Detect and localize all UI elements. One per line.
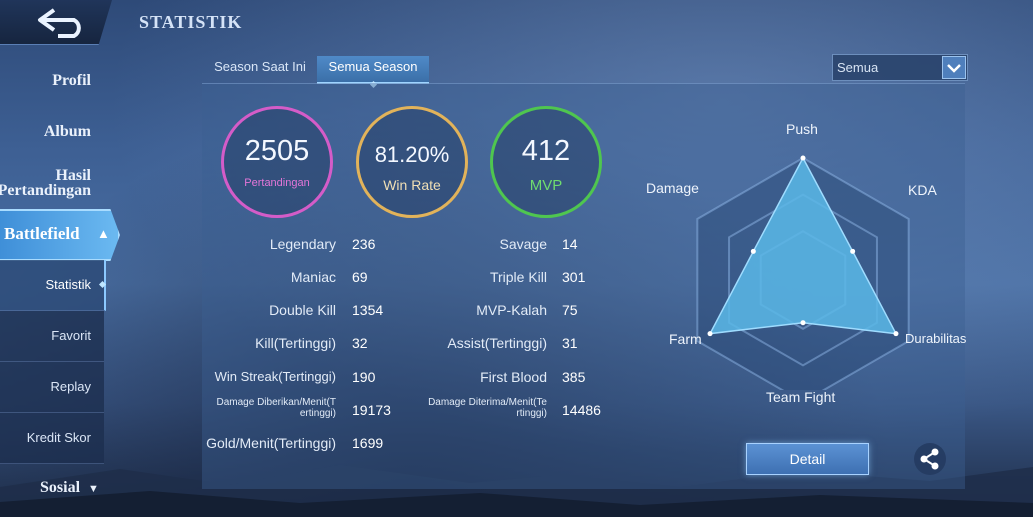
stat-label-win-streak: Win Streak(Tertinggi) (214, 369, 336, 384)
stat-value-maniac: 69 (352, 269, 368, 285)
stat-label-first-blood: First Blood (480, 369, 547, 385)
stat-label-double-kill: Double Kill (269, 302, 336, 318)
stat-label-kill-tertinggi: Kill(Tertinggi) (255, 335, 336, 351)
radar-label-push: Push (786, 121, 818, 137)
stat-label-triple-kill: Triple Kill (489, 269, 547, 285)
radar-point-team-fight (800, 320, 806, 326)
stat-label-line1: Damage Diberikan/Menit(T (216, 397, 337, 408)
stat-label-maniac: Maniac (290, 269, 336, 285)
win-rate-label: Win Rate (383, 177, 441, 193)
sidebar-item-album[interactable]: Album (43, 123, 91, 140)
sidebar-subitem-label: Favorit (51, 328, 91, 343)
sidebar-item-sosial[interactable]: Sosial ▼ (40, 479, 99, 497)
share-icon (920, 448, 939, 470)
chevron-down-icon: ▼ (88, 483, 99, 495)
radar-point-damage (750, 248, 756, 254)
sidebar-item-label-line1: Hasil (55, 167, 91, 184)
stat-value-win-streak: 190 (352, 369, 376, 385)
stat-value-damage-diterima: 14486 (562, 402, 601, 418)
stat-label-mvp-kalah: MVP-Kalah (476, 302, 547, 318)
win-rate-value: 81.20% (374, 142, 450, 167)
active-marker-icon (98, 280, 107, 289)
stat-label-line2: ertinggi) (299, 408, 336, 419)
sidebar-item-hasil-pertandingan[interactable]: Hasil Pertandingan (0, 167, 91, 199)
radar-label-damage: Damage (646, 180, 699, 196)
stat-value-kill-tertinggi: 32 (352, 335, 368, 351)
sidebar-subitem-label: Statistik (45, 277, 91, 292)
tab-label: Semua Season (328, 59, 418, 74)
background-mountains (0, 465, 1033, 517)
radar-label-kda: KDA (908, 182, 937, 198)
radar-label-durabilitas: Durabilitas (905, 331, 967, 346)
mvp-value: 412 (521, 135, 571, 167)
stat-value-mvp-kalah: 75 (562, 302, 578, 318)
matches-ring: 2505 Pertandingan (221, 106, 333, 218)
mvp-ring: 412 MVP (490, 106, 602, 218)
dropdown-arrow-icon (942, 56, 966, 79)
stat-label-gold-menit: Gold/Menit(Tertinggi) (206, 435, 336, 451)
stat-label-line1: Damage Diterima/Menit(Te (428, 397, 547, 408)
radar-chart (696, 155, 910, 390)
stat-label-assist-tertinggi: Assist(Tertinggi) (447, 335, 547, 351)
radar-point-push (800, 155, 806, 161)
sidebar-subitem-replay[interactable]: Replay (0, 362, 104, 413)
page-title: STATISTIK (139, 12, 243, 32)
matches-label: Pertandingan (244, 177, 310, 189)
radar-point-kda (850, 248, 856, 254)
sidebar-subitem-statistik[interactable]: Statistik (0, 260, 107, 311)
stat-label-damage-diterima: Damage Diterima/Menit(Te rtinggi) (428, 397, 547, 419)
sidebar-item-battlefield[interactable]: Battlefield ▲ (0, 209, 120, 261)
sidebar-item-label: Sosial (40, 479, 81, 496)
tab-season-saat-ini[interactable]: Season Saat Ini (214, 59, 306, 74)
sidebar-item-label: Battlefield (4, 224, 80, 243)
stat-value-first-blood: 385 (562, 369, 586, 385)
radar-label-farm: Farm (669, 331, 702, 347)
win-rate-ring: 81.20% Win Rate (356, 106, 468, 218)
matches-value: 2505 (244, 135, 310, 167)
sidebar-item-label-line2: Pertandingan (0, 182, 91, 199)
stat-label-damage-diberikan: Damage Diberikan/Menit(T ertinggi) (217, 397, 337, 419)
stat-label-line2: rtinggi) (516, 408, 547, 419)
tab-semua-season[interactable]: Semua Season (317, 56, 429, 89)
back-button[interactable] (0, 0, 112, 45)
stat-label-savage: Savage (499, 236, 547, 252)
sidebar-subitem-label: Kredit Skor (26, 430, 91, 445)
dropdown-value: Semua (837, 60, 879, 75)
sidebar-item-profil[interactable]: Profil (52, 72, 91, 89)
stat-value-triple-kill: 301 (562, 269, 586, 285)
stat-value-gold-menit: 1699 (352, 435, 384, 451)
sidebar-subitem-favorit[interactable]: Favorit (0, 311, 104, 362)
season-filter-dropdown[interactable]: Semua (832, 54, 968, 81)
sidebar-subitem-kredit-skor[interactable]: Kredit Skor (0, 413, 104, 464)
mvp-label: MVP (529, 177, 563, 194)
sidebar: Profil Album Hasil Pertandingan (0, 55, 125, 517)
stat-value-assist-tertinggi: 31 (562, 335, 578, 351)
radar-grid-ring (728, 193, 878, 367)
stat-value-savage: 14 (562, 236, 578, 252)
stat-value-legendary: 236 (352, 236, 376, 252)
radar-point-farm (707, 331, 713, 337)
radar-label-team-fight: Team Fight (766, 389, 836, 405)
share-button[interactable] (914, 443, 946, 475)
stat-value-double-kill: 1354 (352, 302, 384, 318)
chevron-up-icon: ▲ (97, 226, 110, 241)
stat-label-legendary: Legendary (269, 236, 336, 252)
sidebar-subitem-label: Replay (50, 379, 91, 394)
detail-button[interactable]: Detail (746, 443, 869, 475)
stat-value-damage-diberikan: 19173 (352, 402, 391, 418)
back-arrow-icon (38, 8, 81, 38)
radar-point-durabilitas (893, 331, 899, 337)
